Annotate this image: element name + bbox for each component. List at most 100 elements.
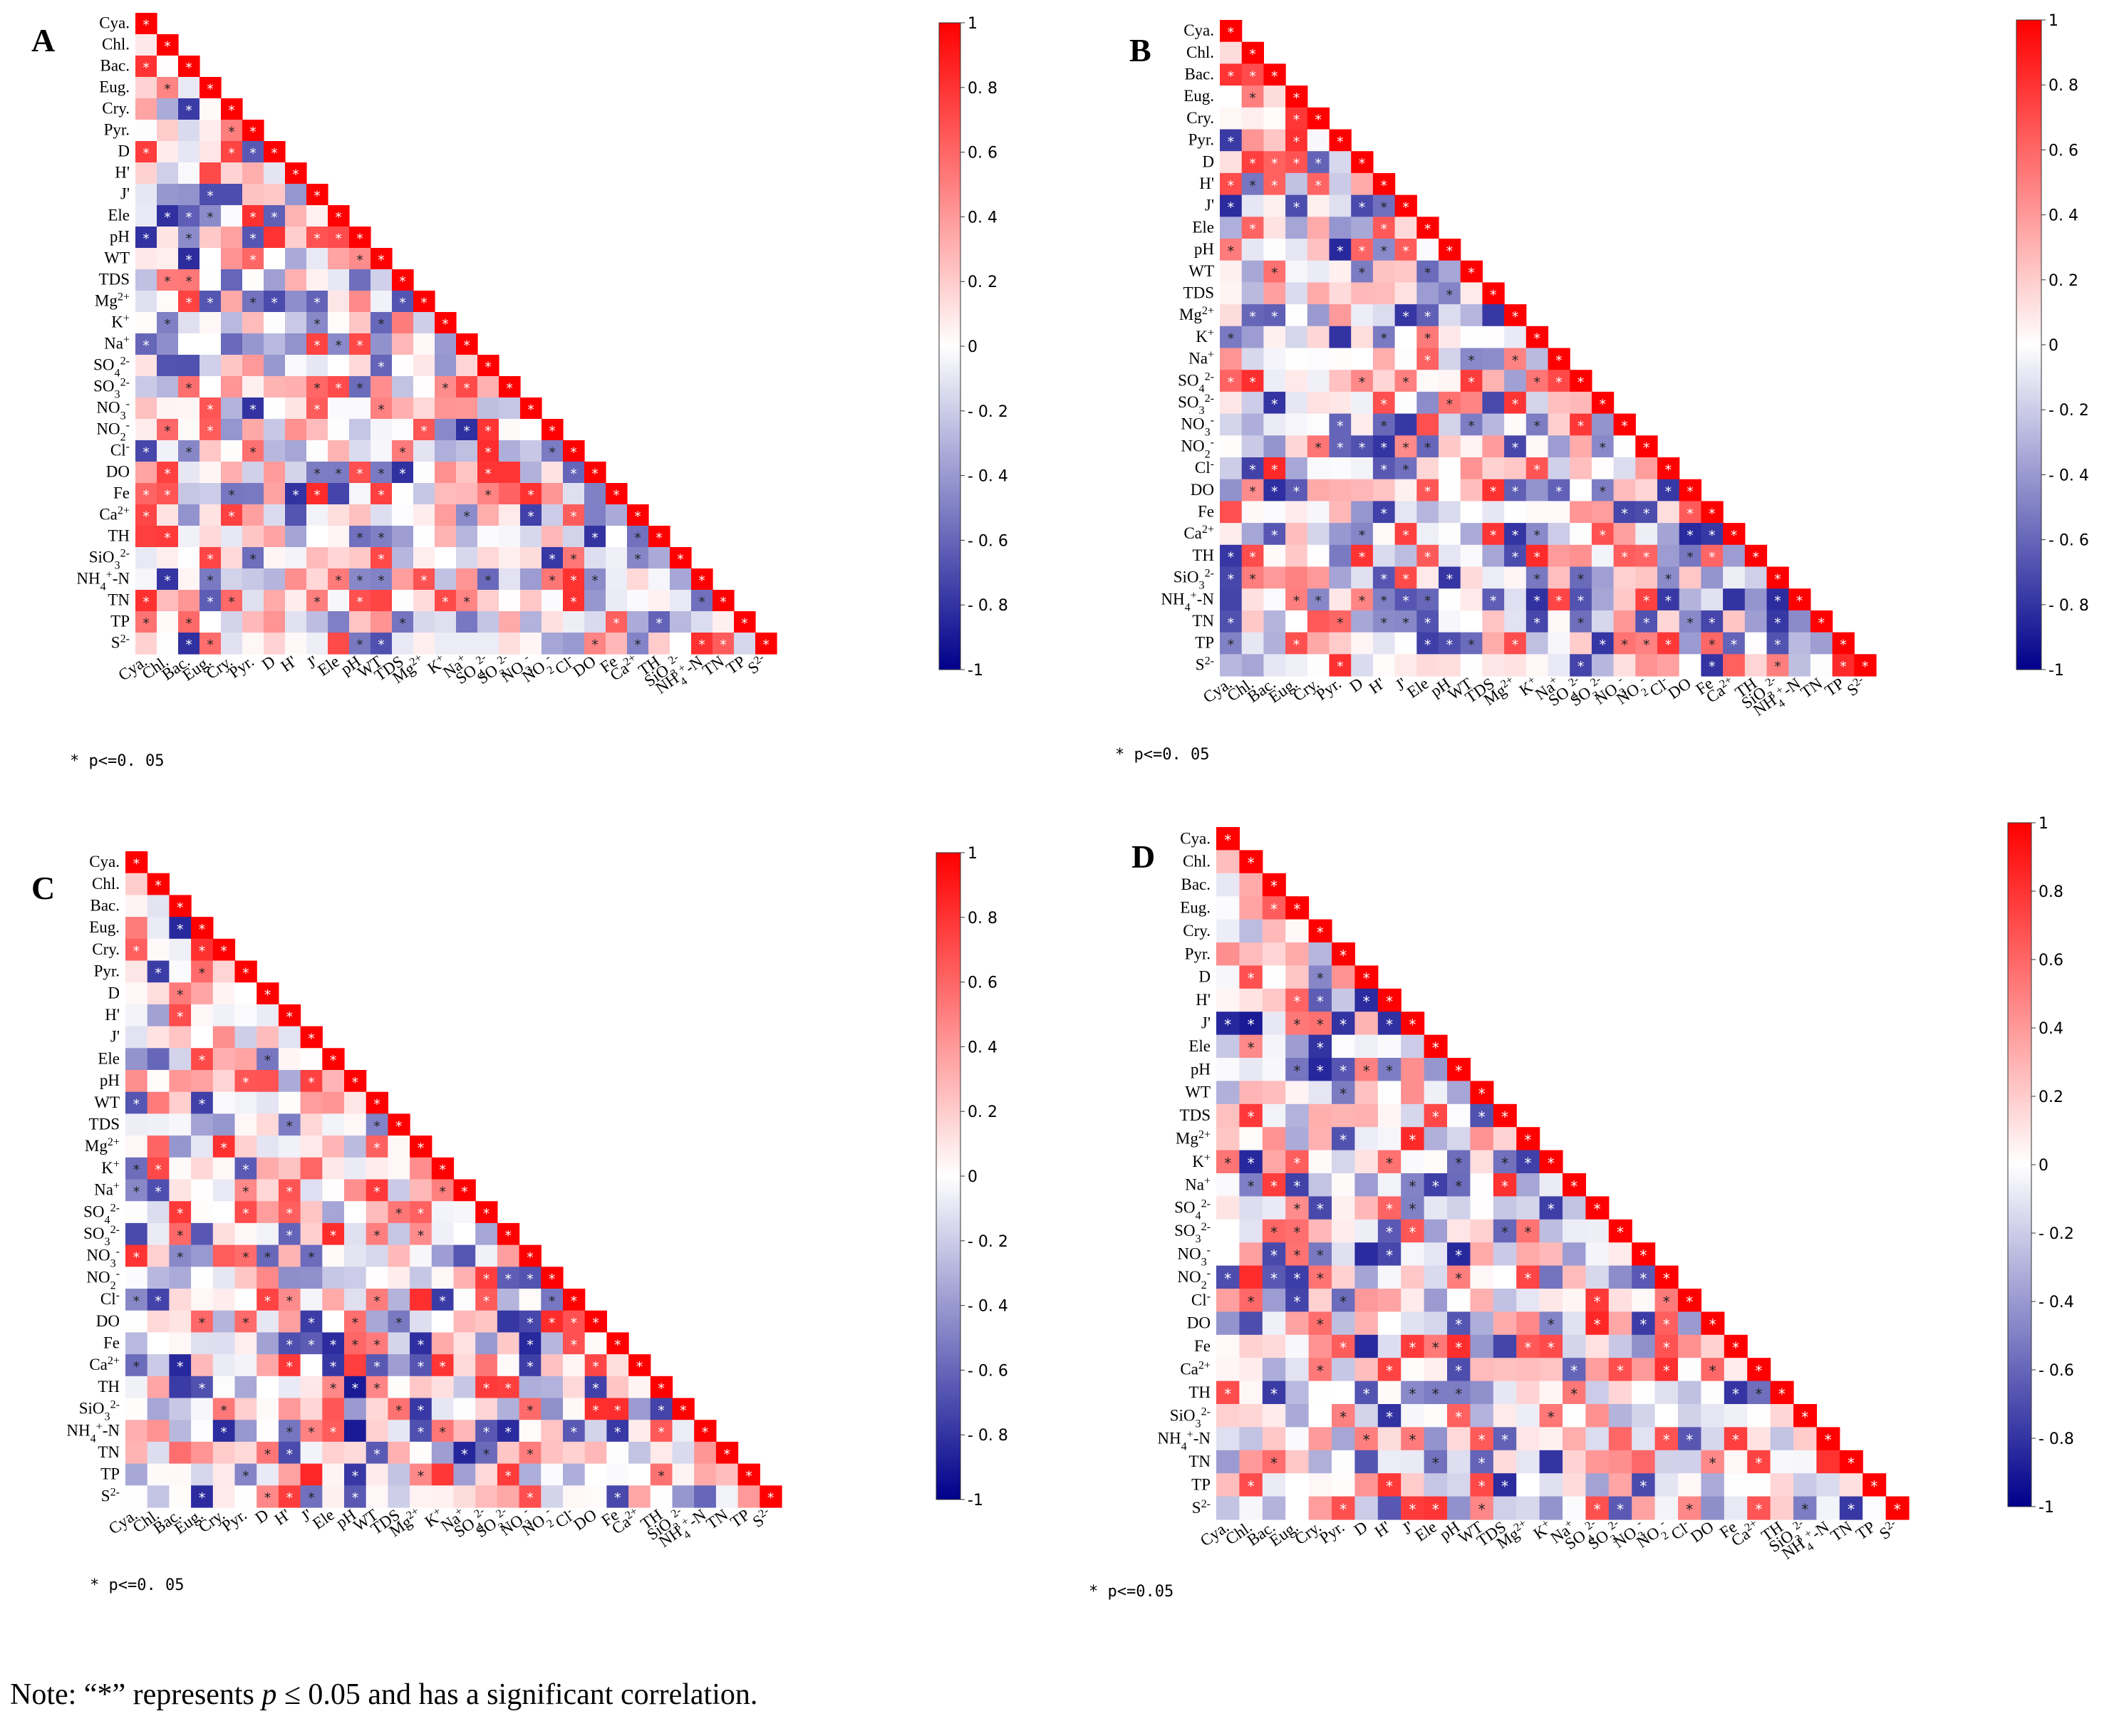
heatmap-cell	[135, 162, 157, 184]
significance-star: *	[1455, 1247, 1462, 1264]
heatmap-cell	[322, 1485, 345, 1508]
row-label: Na+	[94, 1180, 120, 1199]
significance-star: *	[308, 1031, 315, 1047]
heatmap-cell	[606, 611, 628, 633]
heatmap-cell	[520, 504, 542, 526]
significance-star: *	[1533, 615, 1540, 631]
heatmap-cell	[1548, 544, 1570, 568]
heatmap-cell	[1701, 1334, 1725, 1358]
heatmap-cell	[584, 1376, 607, 1399]
significance-star: *	[177, 1359, 184, 1375]
heatmap-cell	[371, 590, 393, 612]
heatmap-cell	[234, 1354, 257, 1377]
heatmap-cell	[285, 633, 307, 655]
colorbar-tick-label: 0. 2	[968, 1103, 998, 1121]
heatmap-cell	[1394, 654, 1417, 677]
heatmap-cell	[1239, 1012, 1263, 1036]
significance-star: *	[1468, 419, 1475, 435]
heatmap-cell	[264, 162, 286, 184]
heatmap-cell	[1354, 1103, 1379, 1128]
significance-star: *	[1271, 484, 1278, 500]
heatmap-cell	[1585, 1358, 1610, 1382]
significance-star: *	[330, 1381, 337, 1397]
heatmap-cell	[388, 1463, 410, 1486]
heatmap-cell	[157, 568, 179, 591]
significance-star: *	[395, 1316, 403, 1331]
heatmap-cell	[285, 205, 307, 227]
significance-star: *	[1249, 550, 1256, 566]
significance-star: *	[1293, 1155, 1300, 1172]
significance-star: *	[1293, 90, 1300, 106]
row-label: pH	[110, 228, 130, 246]
heatmap-cell	[1332, 1265, 1355, 1289]
heatmap-cell	[1470, 1173, 1494, 1197]
significance-star: *	[1643, 550, 1650, 566]
heatmap-cell	[519, 1420, 542, 1443]
heatmap-cell	[191, 1026, 214, 1049]
significance-star: *	[527, 509, 534, 524]
heatmap-cell	[520, 419, 542, 441]
significance-star: *	[373, 1359, 380, 1375]
heatmap-cell	[413, 462, 435, 484]
heatmap-cell	[1424, 1265, 1448, 1289]
heatmap-cell	[1678, 1334, 1701, 1358]
heatmap-cell	[1766, 588, 1789, 611]
heatmap-cell	[221, 440, 243, 462]
heatmap-cell	[212, 1157, 236, 1180]
heatmap-cell	[191, 1398, 214, 1420]
significance-star: *	[1687, 550, 1694, 566]
row-label: Mg2+	[95, 291, 130, 310]
heatmap-cell	[734, 611, 756, 633]
heatmap-cell	[1263, 129, 1286, 152]
heatmap-cell	[264, 547, 286, 569]
significance-star: *	[1533, 331, 1540, 347]
row-label: SO42-	[93, 355, 130, 379]
heatmap-cell	[1525, 326, 1549, 349]
significance-star: *	[1455, 1270, 1462, 1287]
heatmap-cell	[1613, 479, 1636, 501]
heatmap-cell	[392, 269, 414, 291]
heatmap-cell	[1241, 544, 1264, 568]
heatmap-cell	[328, 291, 350, 313]
heatmap-cell	[125, 917, 148, 940]
significance-star: *	[614, 1490, 621, 1506]
heatmap-cell	[1329, 610, 1352, 633]
heatmap-cell	[541, 1420, 564, 1443]
significance-star: *	[1446, 638, 1454, 653]
heatmap-cell	[392, 504, 414, 526]
significance-star: *	[1249, 178, 1256, 194]
heatmap-cell	[672, 1441, 695, 1465]
heatmap-cell	[1460, 260, 1483, 283]
heatmap-cell	[1654, 1427, 1679, 1451]
heatmap-cell	[1613, 610, 1636, 633]
heatmap-cell	[221, 483, 243, 505]
heatmap-cell	[1447, 1058, 1471, 1081]
heatmap-cell	[147, 1135, 170, 1158]
heatmap-cell	[1329, 129, 1352, 152]
heatmap-cell	[477, 611, 499, 633]
significance-star: *	[1249, 484, 1256, 500]
heatmap-cell	[670, 611, 692, 633]
heatmap-cell	[349, 333, 371, 355]
heatmap-cell	[264, 504, 286, 526]
heatmap-cell	[1493, 1496, 1517, 1520]
row-label: pH	[1194, 240, 1214, 258]
significance-star: *	[634, 638, 641, 653]
heatmap-cell	[328, 440, 350, 462]
heatmap-cell	[278, 1070, 301, 1093]
significance-star: *	[1570, 1386, 1578, 1403]
heatmap-cell	[499, 504, 521, 526]
heatmap-cell	[1635, 523, 1658, 546]
heatmap-cell	[322, 1376, 345, 1399]
heatmap-cell	[1493, 1358, 1517, 1382]
heatmap-cell	[1885, 1496, 1910, 1520]
heatmap-cell	[1525, 435, 1549, 458]
heatmap-cell	[1657, 501, 1680, 524]
heatmap-cell	[178, 526, 200, 548]
heatmap-cell	[1394, 304, 1417, 327]
heatmap-cell	[1591, 544, 1615, 568]
colorbar-tick-label: 0.8	[2038, 883, 2063, 901]
heatmap-cell	[1504, 391, 1527, 415]
heatmap-cell	[306, 397, 328, 420]
heatmap-cell	[1657, 544, 1680, 568]
